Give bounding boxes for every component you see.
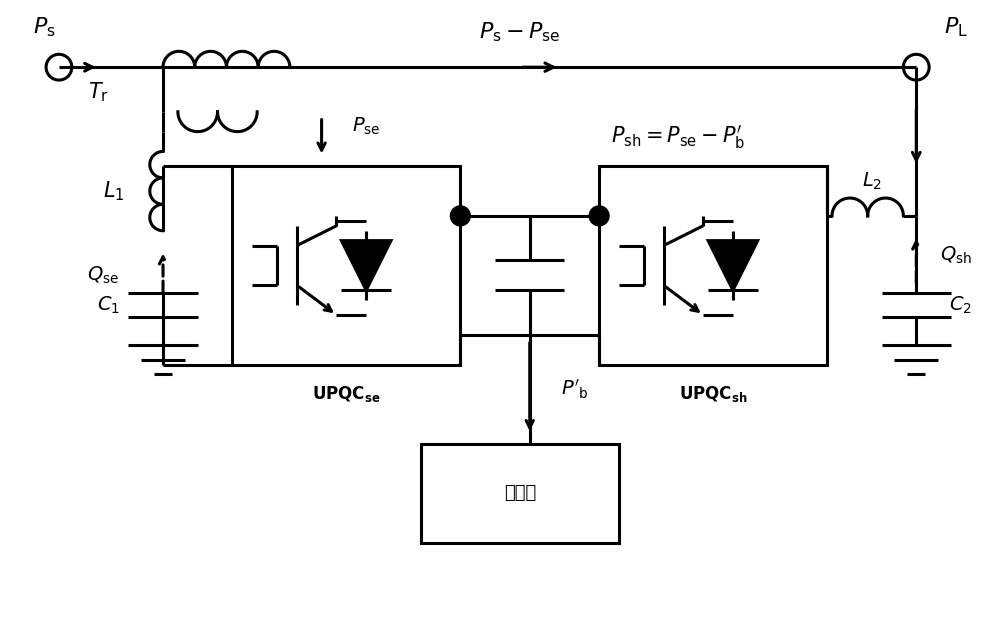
- Text: $\it{Q}_{\rm sh}$: $\it{Q}_{\rm sh}$: [940, 245, 972, 266]
- Text: $\it{L}_{\rm 2}$: $\it{L}_{\rm 2}$: [862, 171, 882, 192]
- Polygon shape: [708, 241, 758, 290]
- Bar: [421, 444, 619, 543]
- Bar: [232, 166, 460, 364]
- Text: $\it{L}_{\rm 1}$: $\it{L}_{\rm 1}$: [103, 179, 124, 203]
- Text: $\it{C}_{\rm 1}$: $\it{C}_{\rm 1}$: [97, 294, 120, 316]
- Text: $\mathbf{UPQC_{se}}$: $\mathbf{UPQC_{se}}$: [312, 384, 381, 404]
- Text: $\it{T}_{\rm r}$: $\it{T}_{\rm r}$: [88, 80, 109, 104]
- Text: $\it{Q}_{\rm se}$: $\it{Q}_{\rm se}$: [87, 264, 120, 286]
- Polygon shape: [341, 241, 391, 290]
- Text: $\it{P}_{\rm sh}=\it{P}_{\rm se}-\it{P}^{\prime}_{\rm b}$: $\it{P}_{\rm sh}=\it{P}_{\rm se}-\it{P}^…: [611, 122, 746, 151]
- Text: $\it{P}_{\rm L}$: $\it{P}_{\rm L}$: [944, 16, 968, 39]
- Text: $\it{C}_{\rm 2}$: $\it{C}_{\rm 2}$: [949, 294, 972, 316]
- Text: $\it{P}'_{\rm b}$: $\it{P}'_{\rm b}$: [561, 378, 588, 401]
- Circle shape: [450, 206, 470, 226]
- Text: $\it{P}_{\rm s}-\it{P}_{\rm se}$: $\it{P}_{\rm s}-\it{P}_{\rm se}$: [479, 21, 561, 44]
- Bar: [599, 166, 827, 364]
- Text: $\it{P}_{\rm se}$: $\it{P}_{\rm se}$: [352, 116, 380, 138]
- Text: $\mathbf{UPQC_{sh}}$: $\mathbf{UPQC_{sh}}$: [679, 384, 747, 404]
- Circle shape: [589, 206, 609, 226]
- Text: 蓄电池: 蓄电池: [504, 484, 536, 502]
- Text: $\it{P}_{\rm s}$: $\it{P}_{\rm s}$: [33, 16, 55, 39]
